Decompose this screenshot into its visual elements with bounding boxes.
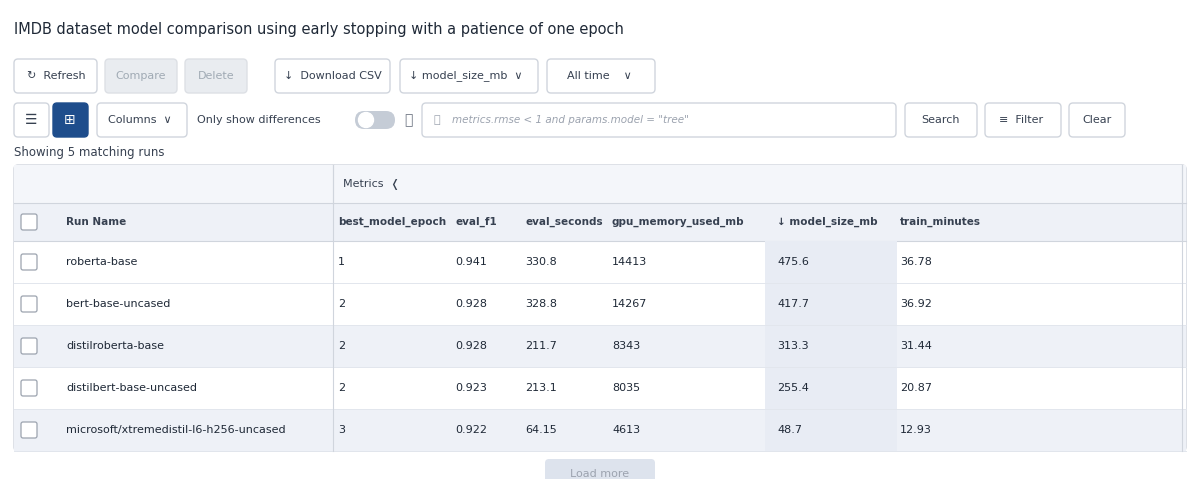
FancyBboxPatch shape <box>22 338 37 354</box>
Bar <box>766 325 898 367</box>
FancyBboxPatch shape <box>14 59 97 93</box>
Text: Delete: Delete <box>198 71 234 81</box>
FancyBboxPatch shape <box>22 380 37 396</box>
FancyBboxPatch shape <box>400 59 538 93</box>
Text: roberta-base: roberta-base <box>66 257 137 267</box>
Text: 🔍: 🔍 <box>434 115 440 125</box>
Text: distilbert-base-uncased: distilbert-base-uncased <box>66 383 197 393</box>
Text: 2: 2 <box>338 383 346 393</box>
Bar <box>766 409 898 451</box>
Text: 313.3: 313.3 <box>778 341 809 351</box>
Bar <box>14 241 1186 283</box>
Text: ≡  Filter: ≡ Filter <box>998 115 1043 125</box>
Text: Only show differences: Only show differences <box>197 115 320 125</box>
Text: 255.4: 255.4 <box>778 383 809 393</box>
FancyBboxPatch shape <box>185 59 247 93</box>
Text: 1: 1 <box>338 257 346 267</box>
Text: Run Name: Run Name <box>66 217 126 227</box>
FancyBboxPatch shape <box>22 296 37 312</box>
FancyBboxPatch shape <box>14 103 49 137</box>
Text: eval_seconds: eval_seconds <box>526 217 602 227</box>
Text: metrics.rmse < 1 and params.model = "tree": metrics.rmse < 1 and params.model = "tre… <box>452 115 689 125</box>
FancyBboxPatch shape <box>22 214 37 230</box>
FancyBboxPatch shape <box>355 111 395 129</box>
Text: train_minutes: train_minutes <box>900 217 982 227</box>
Text: 0.923: 0.923 <box>455 383 487 393</box>
Text: 213.1: 213.1 <box>526 383 557 393</box>
Bar <box>766 283 898 325</box>
Text: 475.6: 475.6 <box>778 257 809 267</box>
Text: 48.7: 48.7 <box>778 425 802 435</box>
Text: 8343: 8343 <box>612 341 641 351</box>
Bar <box>766 241 898 283</box>
FancyBboxPatch shape <box>905 103 977 137</box>
FancyBboxPatch shape <box>985 103 1061 137</box>
FancyBboxPatch shape <box>53 103 88 137</box>
Text: distilroberta-base: distilroberta-base <box>66 341 164 351</box>
FancyBboxPatch shape <box>22 254 37 270</box>
FancyBboxPatch shape <box>14 165 1186 451</box>
Text: best_model_epoch: best_model_epoch <box>338 217 446 227</box>
Text: 12.93: 12.93 <box>900 425 932 435</box>
Text: ⓘ: ⓘ <box>404 113 412 127</box>
Text: 4613: 4613 <box>612 425 640 435</box>
Text: 2: 2 <box>338 341 346 351</box>
Text: 64.15: 64.15 <box>526 425 557 435</box>
Text: 417.7: 417.7 <box>778 299 809 309</box>
Text: Showing 5 matching runs: Showing 5 matching runs <box>14 146 164 159</box>
Text: gpu_memory_used_mb: gpu_memory_used_mb <box>612 217 745 227</box>
Text: 36.78: 36.78 <box>900 257 932 267</box>
Text: 31.44: 31.44 <box>900 341 932 351</box>
Bar <box>14 165 1186 203</box>
Text: 3: 3 <box>338 425 346 435</box>
Text: 0.922: 0.922 <box>455 425 487 435</box>
Text: ☰: ☰ <box>25 113 37 127</box>
Text: ↻  Refresh: ↻ Refresh <box>26 71 85 81</box>
FancyBboxPatch shape <box>545 459 655 479</box>
Text: 20.87: 20.87 <box>900 383 932 393</box>
Text: Search: Search <box>922 115 960 125</box>
Bar <box>14 367 1186 409</box>
Circle shape <box>359 113 373 127</box>
Text: Compare: Compare <box>115 71 167 81</box>
Text: 330.8: 330.8 <box>526 257 557 267</box>
FancyBboxPatch shape <box>97 103 187 137</box>
FancyBboxPatch shape <box>275 59 390 93</box>
Text: Load more: Load more <box>570 469 630 479</box>
Text: 36.92: 36.92 <box>900 299 932 309</box>
Text: All time    ∨: All time ∨ <box>566 71 631 81</box>
Text: 328.8: 328.8 <box>526 299 557 309</box>
Text: 0.941: 0.941 <box>455 257 487 267</box>
FancyBboxPatch shape <box>422 103 896 137</box>
Text: 14267: 14267 <box>612 299 647 309</box>
FancyBboxPatch shape <box>106 59 178 93</box>
Bar <box>14 409 1186 451</box>
Text: 211.7: 211.7 <box>526 341 557 351</box>
Text: 0.928: 0.928 <box>455 341 487 351</box>
Text: ↓ model_size_mb: ↓ model_size_mb <box>778 217 877 227</box>
Text: IMDB dataset model comparison using early stopping with a patience of one epoch: IMDB dataset model comparison using earl… <box>14 22 624 37</box>
Text: Columns  ∨: Columns ∨ <box>108 115 172 125</box>
Bar <box>766 367 898 409</box>
Text: bert-base-uncased: bert-base-uncased <box>66 299 170 309</box>
Text: Metrics  ❬: Metrics ❬ <box>343 179 400 190</box>
Text: 14413: 14413 <box>612 257 647 267</box>
Text: Clear: Clear <box>1082 115 1111 125</box>
Text: 8035: 8035 <box>612 383 640 393</box>
FancyBboxPatch shape <box>1069 103 1126 137</box>
Text: 2: 2 <box>338 299 346 309</box>
Bar <box>14 203 1186 241</box>
Text: ↓  Download CSV: ↓ Download CSV <box>284 71 382 81</box>
Text: eval_f1: eval_f1 <box>455 217 497 227</box>
Text: 0.928: 0.928 <box>455 299 487 309</box>
Text: microsoft/xtremedistil-l6-h256-uncased: microsoft/xtremedistil-l6-h256-uncased <box>66 425 286 435</box>
Bar <box>14 283 1186 325</box>
FancyBboxPatch shape <box>22 422 37 438</box>
Text: ↓ model_size_mb  ∨: ↓ model_size_mb ∨ <box>409 70 523 81</box>
Text: ⊞: ⊞ <box>64 113 76 127</box>
Bar <box>14 325 1186 367</box>
FancyBboxPatch shape <box>547 59 655 93</box>
